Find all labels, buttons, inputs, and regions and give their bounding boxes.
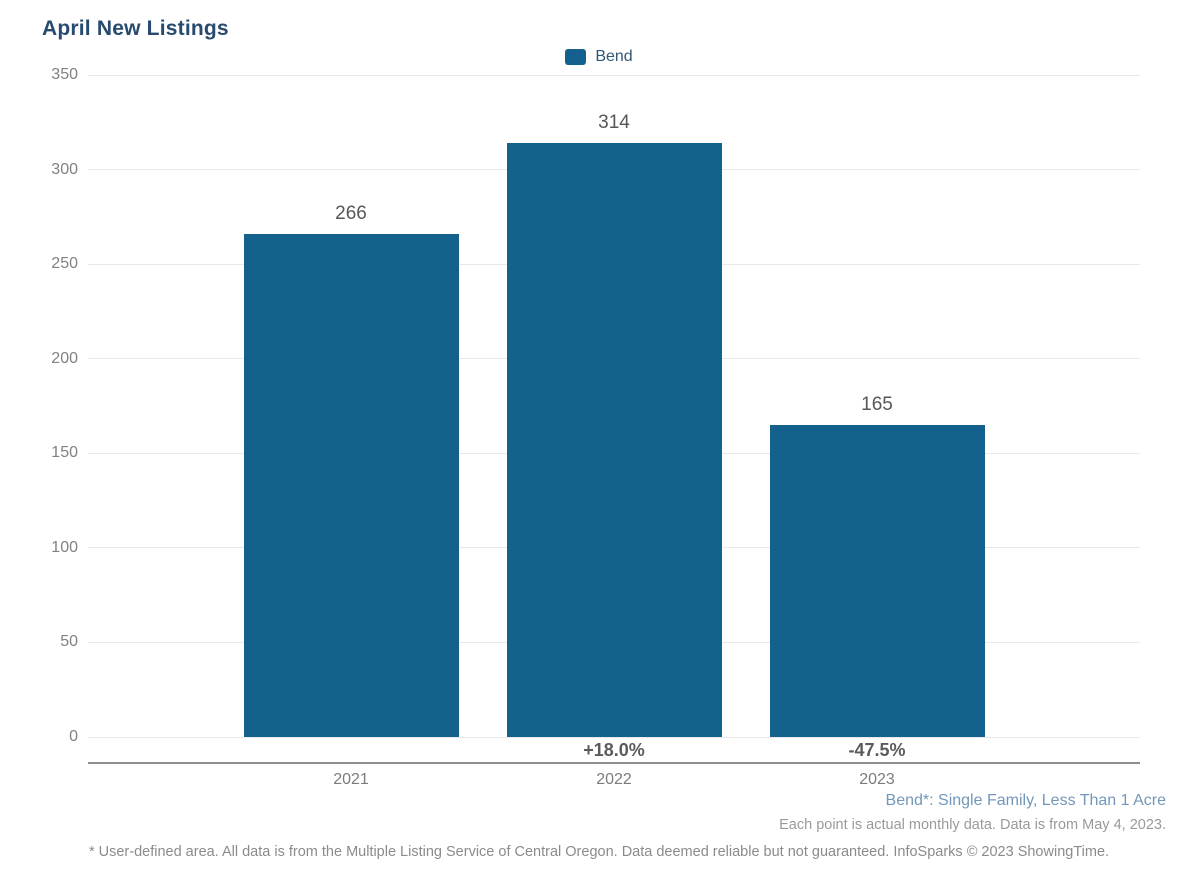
gridline-y-0: [88, 736, 1140, 738]
legend[interactable]: Bend: [0, 48, 1198, 66]
y-tick-label-0: 0: [69, 728, 78, 745]
legend-swatch-bend-icon: [565, 49, 587, 65]
y-tick-label-150: 150: [51, 444, 78, 462]
legend-label-bend: Bend: [595, 48, 633, 65]
series-definition-note: Bend*: Single Family, Less Than 1 Acre: [885, 792, 1166, 809]
data-freshness-note: Each point is actual monthly data. Data …: [779, 817, 1166, 833]
disclaimer-note: * User-defined area. All data is from th…: [88, 844, 1110, 860]
bar-value-label-2022: 314: [598, 112, 630, 134]
y-tick-label-200: 200: [51, 349, 78, 367]
bar-2021[interactable]: [243, 233, 459, 737]
bar-value-label-2021: 266: [335, 202, 367, 224]
pct-change-label-2022: +18.0%: [583, 740, 645, 760]
x-axis-label-2023: 2023: [859, 771, 895, 788]
gridline-y-350: [88, 74, 1140, 76]
y-tick-label-50: 50: [60, 633, 78, 651]
y-tick-label-250: 250: [51, 255, 78, 273]
y-tick-label-350: 350: [51, 66, 78, 83]
chart-title: April New Listings: [42, 17, 229, 40]
x-axis-label-2021: 2021: [333, 771, 369, 788]
x-axis-line: [88, 762, 1140, 764]
y-tick-label-100: 100: [51, 538, 78, 556]
x-axis-label-2022: 2022: [596, 771, 632, 788]
pct-change-label-2023: -47.5%: [848, 740, 906, 760]
bar-2023[interactable]: [769, 424, 985, 737]
bar-2022[interactable]: [506, 143, 722, 737]
y-tick-label-300: 300: [51, 160, 78, 178]
bar-value-label-2023: 165: [861, 393, 893, 415]
